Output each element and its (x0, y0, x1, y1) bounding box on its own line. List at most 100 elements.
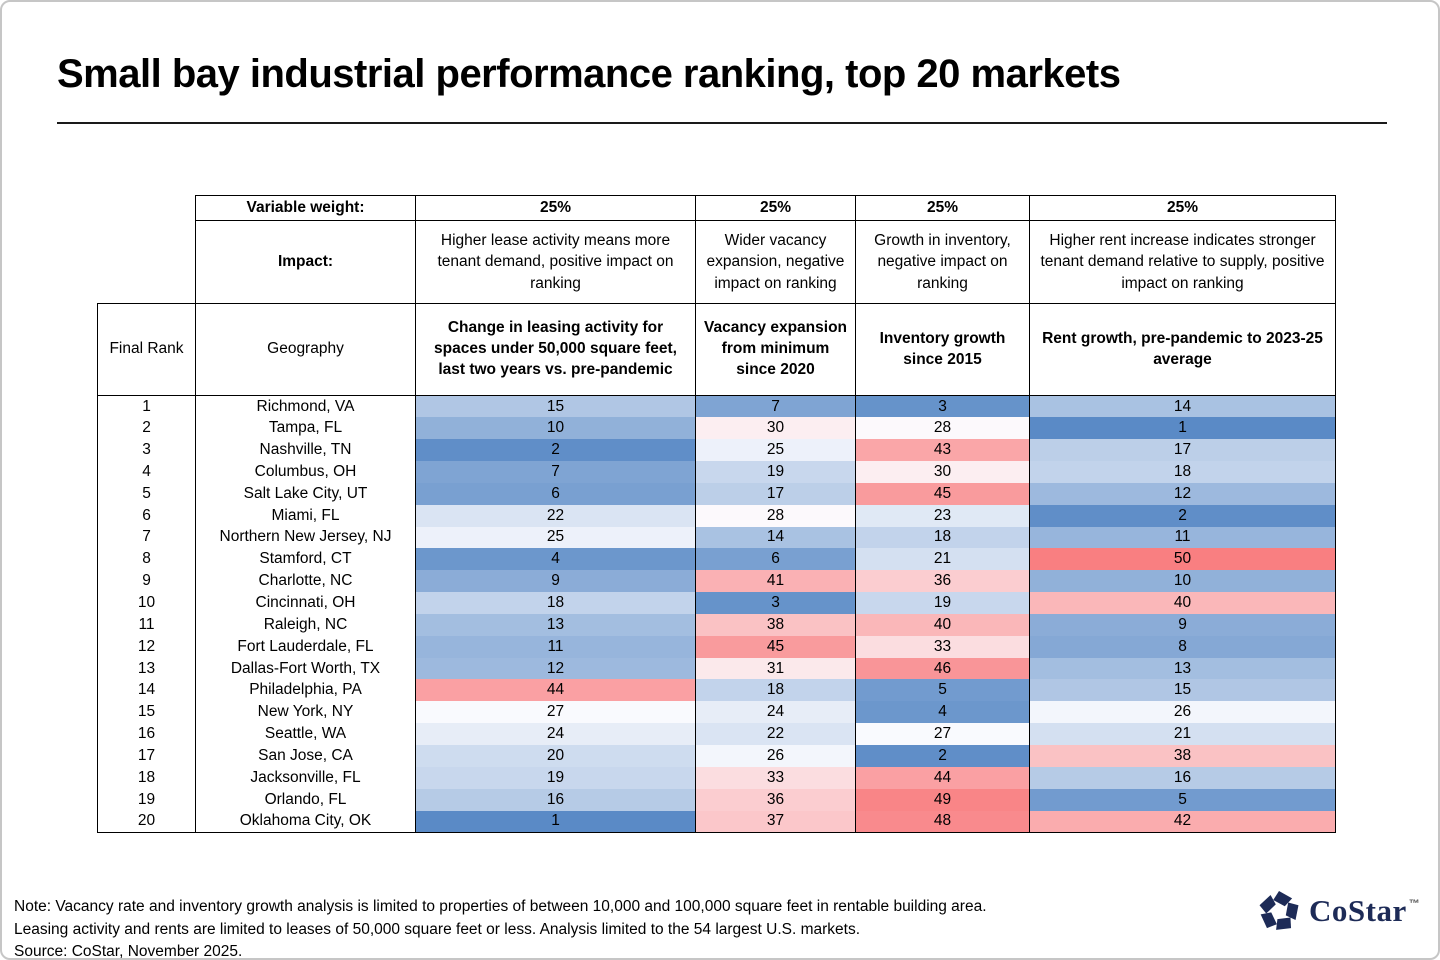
variable-weight-row: Variable weight: 25% 25% 25% 25% (98, 195, 1336, 221)
value-cell: 40 (855, 613, 1030, 636)
geography-cell: New York, NY (195, 701, 416, 724)
value-cell: 33 (855, 635, 1030, 658)
table-row: 20 Oklahoma City, OK 1 37 48 42 (97, 810, 1336, 833)
value-cell: 12 (1029, 482, 1336, 505)
table-head: Variable weight: 25% 25% 25% 25% Impact:… (97, 195, 1336, 396)
table-row: 14 Philadelphia, PA 44 18 5 15 (97, 679, 1336, 702)
value-cell: 21 (1029, 723, 1336, 745)
geography-cell: Tampa, FL (195, 417, 416, 440)
value-cell: 17 (695, 482, 856, 505)
rank-cell: 9 (97, 570, 196, 593)
value-cell: 45 (695, 635, 856, 658)
value-cell: 45 (855, 482, 1030, 505)
value-cell: 14 (1029, 395, 1336, 418)
rank-cell: 15 (97, 701, 196, 724)
column-header-leasing: Change in leasing activity for spaces un… (415, 303, 696, 396)
rank-cell: 6 (97, 504, 196, 527)
table-row: 10 Cincinnati, OH 18 3 19 40 (97, 592, 1336, 614)
value-cell: 38 (695, 613, 856, 636)
spacer-cell (98, 196, 196, 221)
trademark-symbol: ™ (1408, 898, 1421, 910)
value-cell: 2 (415, 439, 696, 462)
rank-cell: 13 (97, 657, 196, 680)
value-cell: 13 (1029, 657, 1336, 680)
value-cell: 36 (695, 788, 856, 811)
table-row: 3 Nashville, TN 2 25 43 17 (97, 439, 1336, 462)
value-cell: 1 (1029, 417, 1336, 440)
value-cell: 50 (1029, 548, 1336, 571)
table-row: 1 Richmond, VA 15 7 3 14 (97, 395, 1336, 418)
value-cell: 42 (1029, 810, 1336, 833)
footnote-line: Leasing activity and rents are limited t… (14, 920, 861, 938)
impact-cell: Wider vacancy expansion, negative impact… (695, 220, 856, 304)
value-cell: 48 (855, 810, 1030, 833)
impact-cell: Higher rent increase indicates stronger … (1029, 220, 1336, 304)
value-cell: 24 (695, 701, 856, 724)
table-row: 7 Northern New Jersey, NJ 25 14 18 11 (97, 526, 1336, 549)
table-row: 16 Seattle, WA 24 22 27 21 (97, 723, 1336, 745)
footnote: Note: Vacancy rate and inventory growth … (14, 896, 987, 958)
value-cell: 25 (695, 439, 856, 462)
value-cell: 6 (695, 548, 856, 571)
geography-cell: Orlando, FL (195, 788, 416, 811)
geography-cell: Miami, FL (195, 504, 416, 527)
table-row: 5 Salt Lake City, UT 6 17 45 12 (97, 482, 1336, 505)
geography-cell: Stamford, CT (195, 548, 416, 571)
geography-cell: Richmond, VA (195, 395, 416, 418)
value-cell: 24 (415, 723, 696, 745)
value-cell: 10 (1029, 570, 1336, 593)
value-cell: 44 (855, 766, 1030, 789)
value-cell: 3 (855, 395, 1030, 418)
page-title: Small bay industrial performance ranking… (57, 52, 1121, 96)
value-cell: 33 (695, 766, 856, 789)
rank-cell: 2 (97, 417, 196, 440)
value-cell: 19 (695, 461, 856, 483)
column-header-row: Final Rank Geography Change in leasing a… (97, 303, 1336, 396)
value-cell: 4 (415, 548, 696, 571)
table-row: 19 Orlando, FL 16 36 49 5 (97, 788, 1336, 811)
value-cell: 5 (1029, 788, 1336, 811)
column-header-vacancy: Vacancy expansion from minimum since 202… (695, 303, 856, 396)
value-cell: 22 (695, 723, 856, 745)
rank-cell: 10 (97, 592, 196, 614)
value-cell: 3 (695, 592, 856, 614)
impact-row: Impact: Higher lease activity means more… (98, 220, 1336, 304)
value-cell: 12 (415, 657, 696, 680)
value-cell: 38 (1029, 745, 1336, 767)
value-cell: 41 (695, 570, 856, 593)
ranking-table: Variable weight: 25% 25% 25% 25% Impact:… (97, 195, 1336, 833)
value-cell: 16 (415, 788, 696, 811)
value-cell: 18 (415, 592, 696, 614)
value-cell: 30 (855, 461, 1030, 483)
value-cell: 20 (415, 745, 696, 767)
table-row: 11 Raleigh, NC 13 38 40 9 (97, 613, 1336, 636)
spacer-cell (98, 221, 196, 304)
value-cell: 46 (855, 657, 1030, 680)
geography-cell: Northern New Jersey, NJ (195, 526, 416, 549)
value-cell: 27 (415, 701, 696, 724)
table-row: 2 Tampa, FL 10 30 28 1 (97, 417, 1336, 440)
geography-cell: Philadelphia, PA (195, 679, 416, 702)
rank-cell: 12 (97, 635, 196, 658)
value-cell: 40 (1029, 592, 1336, 614)
weight-cell: 25% (855, 195, 1030, 221)
value-cell: 27 (855, 723, 1030, 745)
geography-cell: San Jose, CA (195, 745, 416, 767)
rank-cell: 20 (97, 810, 196, 833)
geography-cell: Dallas-Fort Worth, TX (195, 657, 416, 680)
title-divider (57, 122, 1387, 124)
value-cell: 31 (695, 657, 856, 680)
impact-cell: Growth in inventory, negative impact on … (855, 220, 1030, 304)
footnote-line: Note: Vacancy rate and inventory growth … (14, 898, 987, 915)
table-row: 6 Miami, FL 22 28 23 2 (97, 504, 1336, 527)
rank-cell: 8 (97, 548, 196, 571)
column-header-geography: Geography (195, 303, 416, 396)
rank-cell: 1 (97, 395, 196, 418)
column-header-final-rank: Final Rank (97, 303, 196, 396)
table-row: 15 New York, NY 27 24 4 26 (97, 701, 1336, 724)
weight-cell: 25% (1029, 195, 1336, 221)
column-header-rent: Rent growth, pre-pandemic to 2023-25 ave… (1029, 303, 1336, 396)
table-body: 1 Richmond, VA 15 7 3 14 2 Tampa, FL 10 30 28 1 3 Nas… (97, 395, 1336, 833)
rank-cell: 18 (97, 766, 196, 789)
rank-cell: 5 (97, 482, 196, 505)
